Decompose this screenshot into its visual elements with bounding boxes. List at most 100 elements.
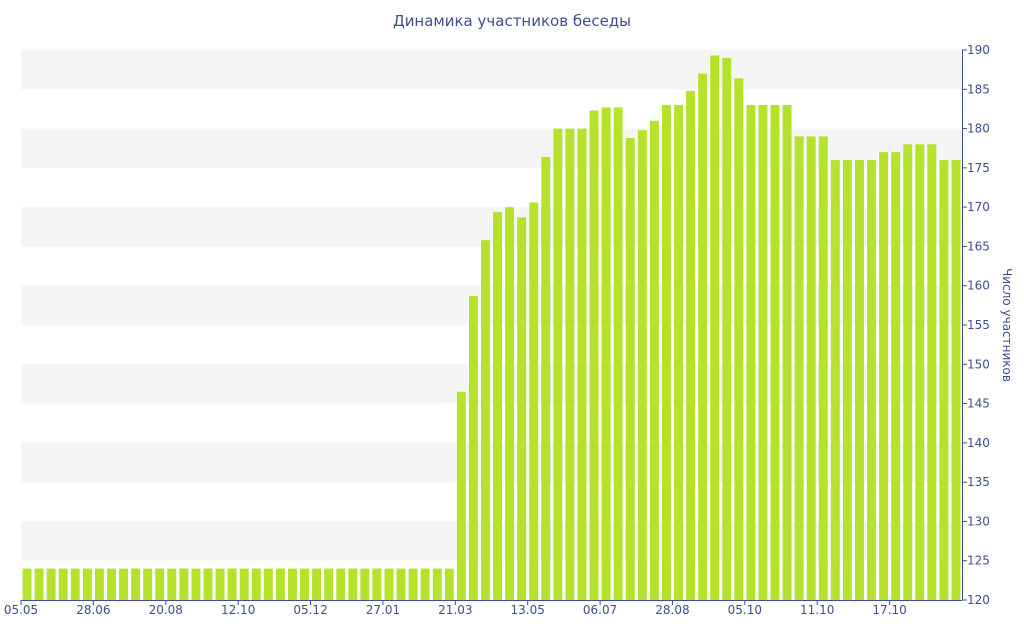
bar	[408, 568, 418, 600]
bar	[794, 136, 804, 600]
bar	[842, 160, 852, 600]
bar	[107, 568, 116, 600]
bar	[275, 568, 285, 600]
bar	[396, 568, 406, 600]
bar	[155, 568, 165, 600]
bar	[601, 107, 611, 600]
grid-band	[21, 207, 962, 247]
bar	[70, 568, 80, 600]
bar	[589, 110, 599, 600]
y-tick-label: 150	[967, 357, 990, 371]
bar	[251, 568, 261, 600]
y-tick-label: 130	[967, 514, 990, 528]
grid-band	[21, 50, 962, 90]
bar	[227, 568, 237, 600]
bar	[468, 295, 478, 600]
bar	[517, 217, 527, 600]
x-tick-label: 05.05	[4, 603, 38, 617]
bar	[806, 136, 816, 600]
bar	[372, 568, 382, 600]
bar	[119, 568, 129, 600]
bar	[203, 568, 213, 600]
bar	[830, 160, 840, 600]
bar	[553, 128, 563, 601]
bar	[649, 120, 659, 600]
bar	[818, 136, 828, 600]
bar	[541, 156, 551, 600]
bar	[782, 105, 792, 600]
x-tick-label: 21.03	[438, 603, 472, 617]
bar	[94, 568, 104, 600]
y-tick-label: 165	[967, 239, 990, 253]
x-tick-label: 28.06	[76, 603, 110, 617]
bar	[444, 568, 454, 600]
x-tick-label: 20.08	[149, 603, 183, 617]
x-tick-label: 12.10	[221, 603, 255, 617]
bar	[951, 160, 961, 600]
bar	[505, 207, 515, 600]
bar	[456, 391, 466, 600]
bar	[167, 568, 177, 600]
bar	[287, 568, 297, 600]
bar	[613, 107, 623, 600]
x-tick-label: 28.08	[655, 603, 689, 617]
y-tick-label: 135	[967, 475, 990, 489]
bar	[481, 240, 490, 600]
bar	[420, 568, 430, 600]
x-tick-label: 17.10	[872, 603, 906, 617]
x-tick-label: 06.07	[583, 603, 617, 617]
bar	[661, 105, 671, 600]
y-tick-label: 190	[967, 43, 990, 57]
bar	[867, 160, 876, 600]
bar	[746, 105, 756, 600]
bar	[432, 568, 442, 600]
bar	[324, 568, 334, 600]
y-tick-label: 155	[967, 318, 990, 332]
chart-title: Динамика участников беседы	[392, 12, 632, 30]
bar	[34, 568, 44, 600]
bar	[360, 568, 370, 600]
x-tick-label: 05.10	[728, 603, 762, 617]
bar	[336, 568, 346, 600]
y-tick-label: 185	[967, 82, 990, 96]
bar	[734, 78, 744, 601]
bar	[215, 568, 225, 600]
bar	[239, 568, 249, 600]
bar	[493, 211, 502, 600]
bar	[529, 202, 539, 600]
bar	[637, 130, 647, 600]
bar	[348, 568, 358, 600]
bar	[22, 568, 32, 600]
y-tick-label: 180	[967, 122, 990, 136]
bar	[179, 568, 189, 600]
grid-band	[21, 521, 962, 561]
bar	[625, 138, 635, 600]
bar	[854, 160, 864, 600]
y-tick-label: 160	[967, 279, 990, 293]
bar	[300, 568, 309, 600]
x-tick-label: 11.10	[800, 603, 834, 617]
bar	[312, 568, 322, 600]
bar	[82, 568, 92, 600]
x-tick-label: 13.05	[511, 603, 545, 617]
bar	[46, 568, 56, 600]
bar	[722, 57, 732, 601]
y-tick-label: 170	[967, 200, 990, 214]
bar	[770, 105, 780, 600]
grid-band	[21, 442, 962, 483]
bar	[927, 144, 937, 601]
grid-band	[21, 364, 962, 404]
y-tick-label: 175	[967, 161, 990, 175]
y-axis-title: Число участников	[1000, 268, 1014, 382]
y-tick-label: 140	[967, 436, 990, 450]
bar	[565, 128, 575, 601]
bar	[191, 568, 201, 600]
x-tick-label: 05.12	[293, 603, 327, 617]
bar	[577, 128, 587, 601]
bar	[879, 152, 889, 600]
bar	[263, 568, 273, 600]
y-tick-label: 125	[967, 554, 990, 568]
bar	[939, 160, 949, 600]
bar	[384, 568, 394, 600]
